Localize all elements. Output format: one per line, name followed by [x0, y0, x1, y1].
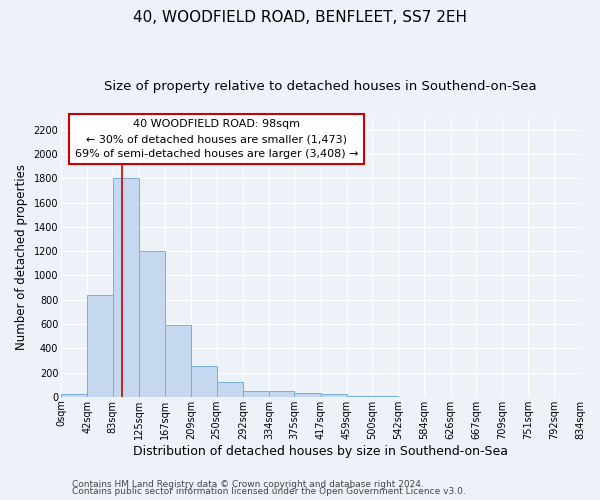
Y-axis label: Number of detached properties: Number of detached properties [15, 164, 28, 350]
Bar [61, 394, 87, 397]
Text: Contains public sector information licensed under the Open Government Licence v3: Contains public sector information licen… [72, 488, 466, 496]
Bar [191, 366, 217, 397]
Bar [113, 178, 139, 397]
Bar [347, 396, 372, 397]
Text: Contains HM Land Registry data © Crown copyright and database right 2024.: Contains HM Land Registry data © Crown c… [72, 480, 424, 489]
Bar [243, 392, 269, 397]
Bar [165, 325, 191, 397]
Text: 40, WOODFIELD ROAD, BENFLEET, SS7 2EH: 40, WOODFIELD ROAD, BENFLEET, SS7 2EH [133, 10, 467, 25]
Text: 40 WOODFIELD ROAD: 98sqm
← 30% of detached houses are smaller (1,473)
69% of sem: 40 WOODFIELD ROAD: 98sqm ← 30% of detach… [75, 119, 358, 159]
Bar [295, 393, 320, 397]
Bar [87, 295, 113, 397]
Bar [269, 392, 295, 397]
Title: Size of property relative to detached houses in Southend-on-Sea: Size of property relative to detached ho… [104, 80, 537, 93]
Bar [217, 382, 243, 397]
Bar [139, 251, 165, 397]
Bar [320, 394, 347, 397]
X-axis label: Distribution of detached houses by size in Southend-on-Sea: Distribution of detached houses by size … [133, 444, 508, 458]
